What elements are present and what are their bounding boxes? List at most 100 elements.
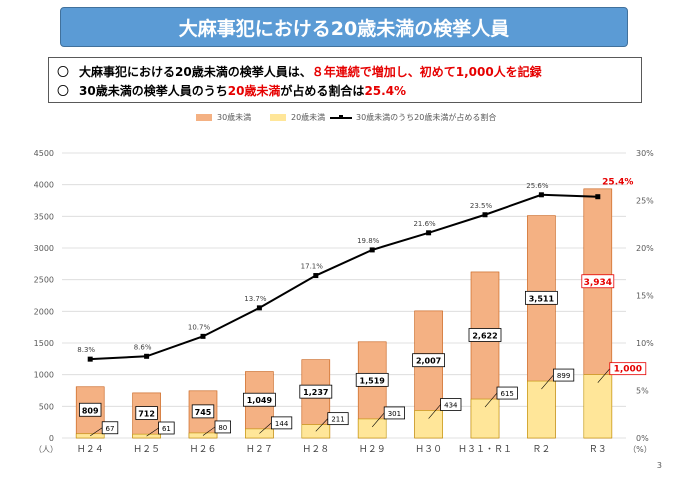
data-label-box: [440, 398, 462, 411]
summary-text: が占める割合は: [280, 84, 365, 98]
page-number: 3: [656, 461, 662, 470]
y2-tick-label: 15%: [636, 292, 654, 301]
page-title: 大麻事犯における20歳未満の検挙人員: [60, 7, 628, 47]
leader-line: [202, 426, 216, 436]
data-label-under20: 67: [106, 425, 115, 433]
legend-swatch: [270, 114, 286, 121]
y-tick-label: 1500: [34, 339, 54, 348]
data-label-box: [355, 372, 389, 387]
summary-highlight: 20歳未満: [227, 84, 281, 98]
x-tick-label: Ｈ３０: [415, 445, 442, 455]
ratio-point: [538, 192, 544, 198]
data-label-under30: 809: [82, 406, 99, 415]
legend-item-under30: 30歳未満: [196, 112, 251, 123]
summary-line-2: 〇 30歳未満の検挙人員のうち20歳未満が占める割合は25.4%: [57, 82, 406, 99]
legend-item-under20: 20歳未満: [270, 112, 325, 123]
data-label-under30: 3,511: [529, 294, 555, 303]
legend-line-marker: [330, 114, 352, 121]
legend-label: 20歳未満: [291, 113, 326, 122]
y-tick-label: 3000: [34, 244, 54, 253]
data-label-box: [525, 290, 558, 305]
data-label-under30: 1,519: [360, 376, 386, 385]
bullet-mark: 〇: [57, 65, 70, 79]
bar-under20: [583, 374, 613, 439]
ratio-label: 21.6%: [413, 220, 436, 228]
ratio-point: [144, 353, 150, 359]
x-tick-label: Ｈ２８: [302, 445, 329, 455]
y-tick-label: 2500: [34, 276, 54, 285]
data-label-box: [553, 368, 575, 382]
ratio-line: [90, 193, 598, 361]
y2-tick-label: 0%: [636, 434, 649, 443]
legend-label: 30歳未満: [217, 113, 252, 122]
data-label-box: [79, 402, 102, 417]
bullet-mark: 〇: [57, 84, 70, 98]
data-label-box: [468, 328, 502, 342]
y-tick-label: 0: [49, 434, 54, 443]
summary-box: 〇大麻事犯における20歳未満の検挙人員は、８年連続で増加し、初めて1,000人を…: [48, 57, 642, 103]
data-label-under30: 2,007: [416, 357, 441, 366]
x-tick-label: Ｈ２４: [77, 445, 104, 455]
data-label-under30: 712: [138, 410, 155, 419]
ratio-label: 19.8%: [357, 237, 380, 245]
data-label-under30: 1,049: [247, 396, 273, 405]
y2-tick-label: 30%: [636, 149, 654, 158]
summary-highlight: ８年連続で増加し、初めて1,000人を記録: [311, 65, 542, 79]
y2-tick-label: 5%: [636, 387, 649, 396]
data-label-under30: 745: [195, 408, 212, 417]
data-label-under20: 144: [275, 420, 289, 428]
y2-tick-label: 10%: [636, 339, 654, 348]
leader-line: [315, 418, 329, 432]
ratio-label: 17.1%: [301, 263, 324, 271]
x-tick-label: Ｒ２: [532, 445, 550, 455]
data-label-under20: 899: [557, 372, 570, 380]
y-tick-label: 500: [39, 402, 54, 411]
ratio-label: 8.6%: [134, 343, 152, 351]
y-axis-unit: （人）: [34, 445, 58, 454]
ratio-point: [426, 230, 432, 236]
x-tick-label: Ｈ２７: [246, 445, 273, 455]
y-tick-label: 1000: [34, 371, 54, 380]
legend-label: 30歳未満のうち20歳未満が占める割合: [356, 113, 497, 122]
data-label-under20: 434: [444, 402, 458, 410]
leader-line: [371, 412, 385, 428]
ratio-label: 10.7%: [188, 323, 211, 331]
y2-tick-label: 20%: [636, 244, 654, 253]
leader-line: [90, 427, 103, 437]
data-label-under20: 61: [162, 425, 171, 433]
data-label-box: [581, 274, 615, 289]
data-label-box: [412, 353, 446, 368]
ratio-label: 25.4%: [602, 178, 633, 188]
x-tick-label: Ｈ３１・Ｒ１: [458, 445, 512, 455]
ratio-point: [256, 305, 262, 311]
legend-item-ratio: 30歳未満のうち20歳未満が占める割合: [330, 112, 496, 123]
x-tick-label: Ｈ２９: [359, 445, 386, 455]
ratio-point: [200, 333, 206, 339]
summary-highlight: 25.4%: [364, 84, 407, 98]
bar-under20: [470, 398, 500, 439]
data-label-box: [496, 386, 518, 400]
y-tick-label: 3500: [34, 212, 54, 221]
data-label-under20: 80: [218, 424, 227, 432]
data-label-box: [158, 421, 175, 435]
y-tick-label: 4000: [34, 181, 54, 190]
ratio-point: [87, 356, 93, 362]
data-label-box: [270, 416, 293, 430]
data-label-box: [214, 420, 232, 434]
ratio-point: [482, 212, 488, 218]
data-label-box: [242, 392, 276, 407]
leader-line: [259, 422, 272, 434]
leader-line: [597, 368, 611, 383]
x-tick-label: Ｒ３: [589, 445, 607, 455]
y-tick-label: 4500: [34, 149, 54, 158]
bar-under20: [357, 418, 387, 439]
data-label-under30: 2,622: [472, 331, 497, 340]
ratio-point: [369, 247, 375, 253]
ratio-label: 8.3%: [77, 346, 95, 354]
data-label-box: [135, 406, 158, 420]
legend-swatch: [196, 114, 212, 121]
leader-line: [146, 427, 159, 437]
data-label-under30: 3,934: [584, 278, 612, 288]
summary-text: 大麻事犯における20歳未満の検挙人員は、: [79, 65, 312, 79]
